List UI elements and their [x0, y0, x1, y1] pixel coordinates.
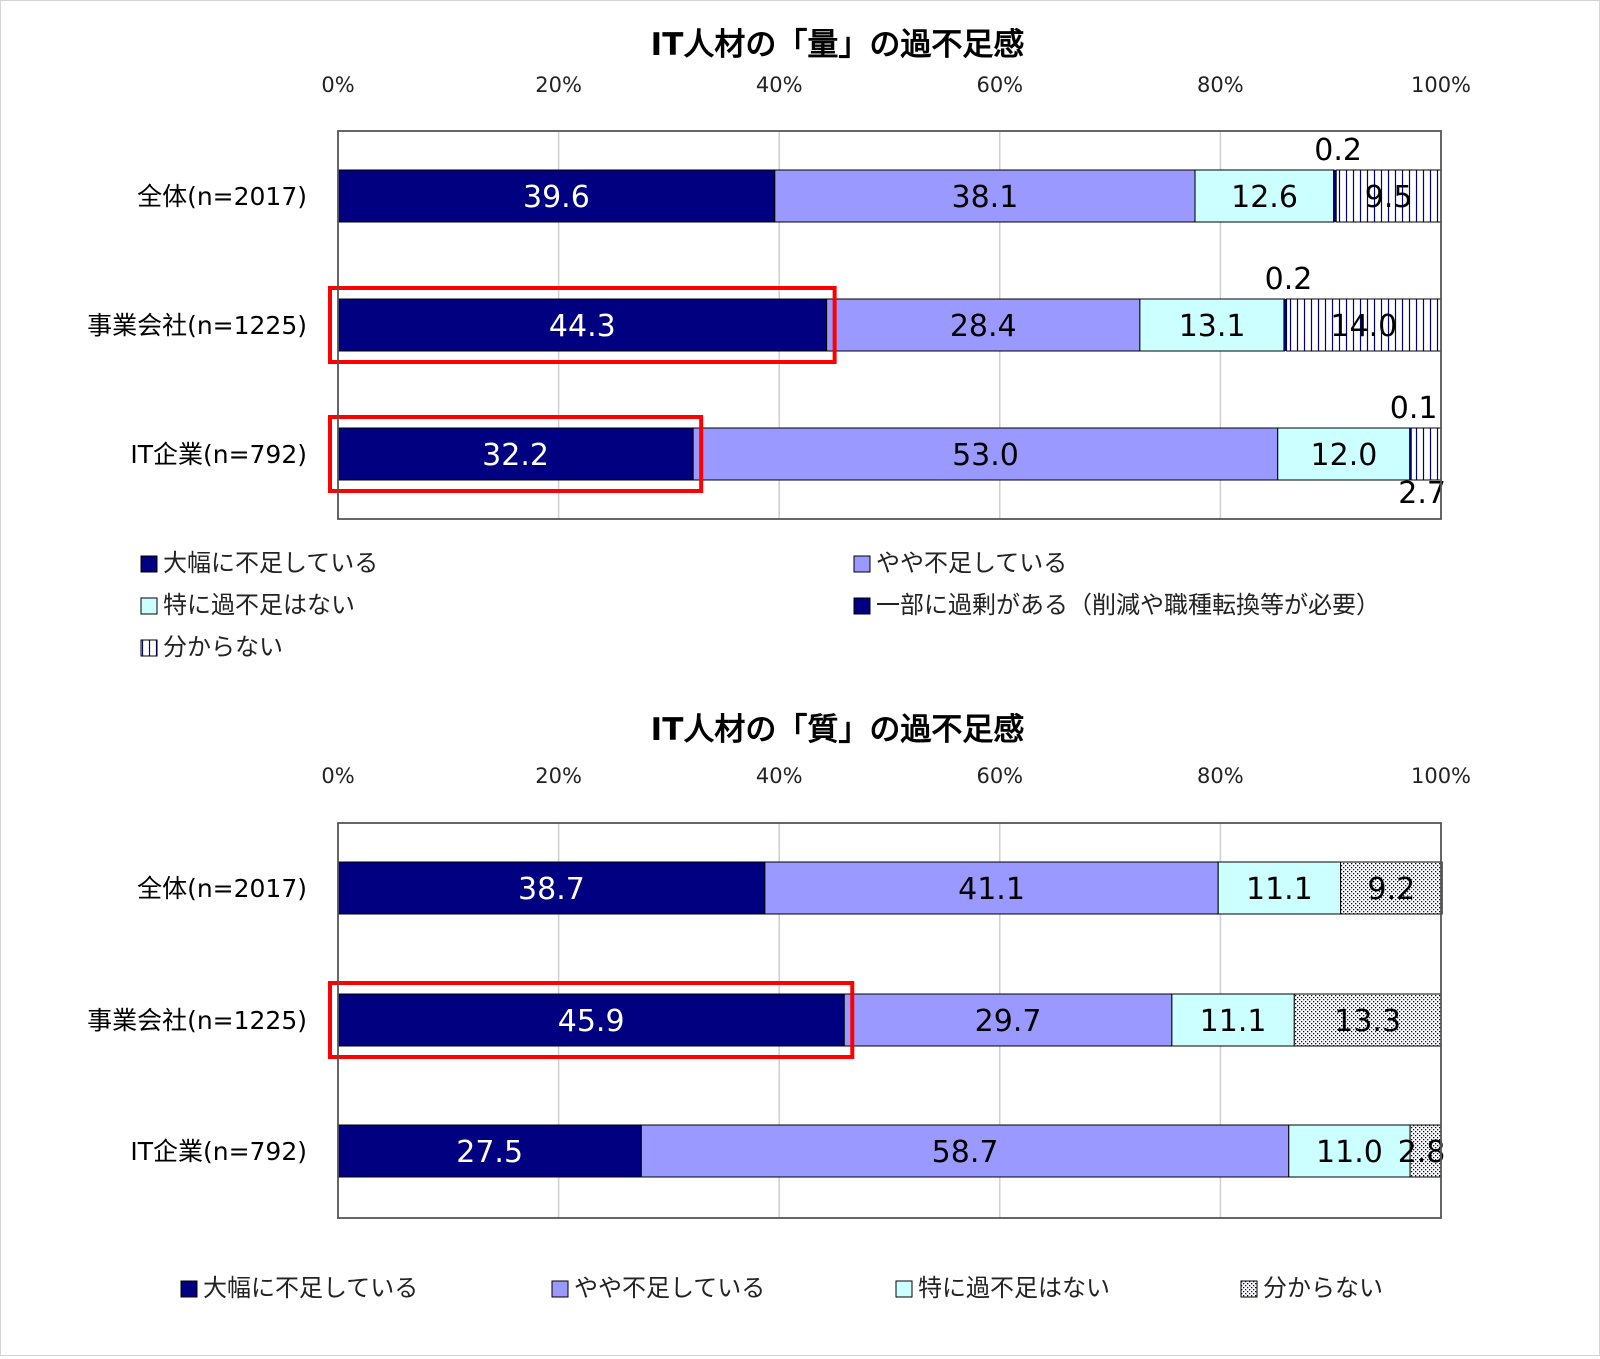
x-tick-label: 40%: [756, 764, 803, 788]
legend-swatch: [853, 555, 871, 573]
data-label: 14.0: [1330, 309, 1397, 344]
bar-segment: [1333, 170, 1337, 222]
category-label: 全体(n=2017): [137, 182, 307, 211]
data-label: 28.4: [950, 309, 1017, 344]
data-label: 2.7: [1398, 476, 1446, 511]
highlight-box: [328, 286, 837, 364]
data-label: 2.8: [1398, 1135, 1446, 1170]
bar-segment: [1335, 169, 1442, 223]
data-label: 11.0: [1316, 1135, 1383, 1170]
legend-swatch: [140, 597, 158, 615]
highlight-box: [328, 981, 855, 1059]
data-label: 9.2: [1368, 872, 1416, 907]
x-tick-label: 40%: [756, 73, 803, 97]
legend-swatch: [895, 1280, 913, 1298]
data-label: 29.7: [975, 1004, 1042, 1039]
legend-swatch: [853, 597, 871, 615]
legend-label: 大幅に不足している: [163, 549, 378, 577]
data-label: 12.0: [1311, 438, 1378, 473]
x-tick-label: 60%: [976, 764, 1023, 788]
bar-segment: [640, 1124, 1290, 1178]
legend-label: 分からない: [1263, 1274, 1383, 1302]
bar-segment: [1288, 1124, 1411, 1178]
bar-segment: [1283, 299, 1287, 351]
data-label: 11.1: [1246, 872, 1313, 907]
bar-segment: [1194, 169, 1335, 223]
legend-swatch: [1240, 1280, 1258, 1298]
bar-segment: [1409, 1124, 1442, 1178]
data-label: 41.1: [958, 872, 1025, 907]
bar-segment: [1293, 993, 1442, 1047]
data-label: 11.1: [1200, 1004, 1267, 1039]
data-label: 39.6: [523, 180, 590, 215]
bar-segment: [337, 861, 766, 915]
data-label: 13.3: [1334, 1004, 1401, 1039]
x-tick-label: 0%: [321, 73, 354, 97]
bar-segment: [1340, 861, 1443, 915]
bar-segment: [692, 427, 1279, 481]
category-label: IT企業(n=792): [130, 440, 307, 469]
bar-segment: [1409, 428, 1413, 480]
data-label: 32.2: [482, 438, 549, 473]
chart-title: IT人材の「量」の過不足感: [651, 27, 1025, 63]
data-label: 12.6: [1231, 180, 1298, 215]
data-label: 38.7: [518, 872, 585, 907]
legend-swatch: [140, 555, 158, 573]
data-label: 27.5: [456, 1135, 523, 1170]
bar-segment: [826, 298, 1141, 352]
data-label: 45.9: [558, 1004, 625, 1039]
bar-segment: [1217, 861, 1342, 915]
plot-border: [337, 130, 1442, 520]
x-tick-label: 80%: [1197, 73, 1244, 97]
bar-segment: [1277, 427, 1411, 481]
data-label: 13.1: [1179, 309, 1246, 344]
legend-label: 一部に過剰がある（削減や職種転換等が必要）: [876, 591, 1380, 619]
bar-segment: [774, 169, 1196, 223]
bar-segment: [337, 1124, 642, 1178]
x-tick-label: 20%: [535, 764, 582, 788]
legend-swatch: [551, 1280, 569, 1298]
plot-border: [337, 822, 1442, 1219]
category-label: 事業会社(n=1225): [87, 311, 307, 340]
data-label: 38.1: [952, 180, 1019, 215]
category-label: IT企業(n=792): [130, 1137, 307, 1166]
legend-label: やや不足している: [876, 549, 1067, 577]
x-tick-label: 80%: [1197, 764, 1244, 788]
chart-title: IT人材の「質」の過不足感: [651, 712, 1025, 748]
legend-label: 分からない: [163, 633, 283, 661]
data-label: 53.0: [952, 438, 1019, 473]
legend-label: 大幅に不足している: [203, 1274, 418, 1302]
highlight-box: [328, 415, 704, 493]
category-label: 事業会社(n=1225): [87, 1006, 307, 1035]
legend-label: 特に過不足はない: [918, 1274, 1110, 1302]
legend-label: やや不足している: [574, 1274, 765, 1302]
bar-segment: [337, 298, 828, 352]
x-tick-label: 100%: [1411, 764, 1471, 788]
x-tick-label: 60%: [976, 73, 1023, 97]
bar-segment: [764, 861, 1219, 915]
data-label: 0.1: [1390, 391, 1438, 426]
data-label: 9.5: [1365, 180, 1413, 215]
x-tick-label: 0%: [321, 764, 354, 788]
legend-swatch: [180, 1280, 198, 1298]
bar-segment: [1410, 427, 1442, 481]
legend-label: 特に過不足はない: [163, 591, 355, 619]
x-tick-label: 20%: [535, 73, 582, 97]
data-label: 58.7: [932, 1135, 999, 1170]
data-label: 0.2: [1314, 133, 1362, 168]
bar-segment: [843, 993, 1173, 1047]
data-label: 44.3: [549, 309, 616, 344]
bar-segment: [337, 993, 845, 1047]
x-tick-label: 100%: [1411, 73, 1471, 97]
bar-segment: [337, 427, 694, 481]
data-label: 0.2: [1265, 262, 1313, 297]
category-label: 全体(n=2017): [137, 874, 307, 903]
legend-swatch: [140, 639, 158, 657]
